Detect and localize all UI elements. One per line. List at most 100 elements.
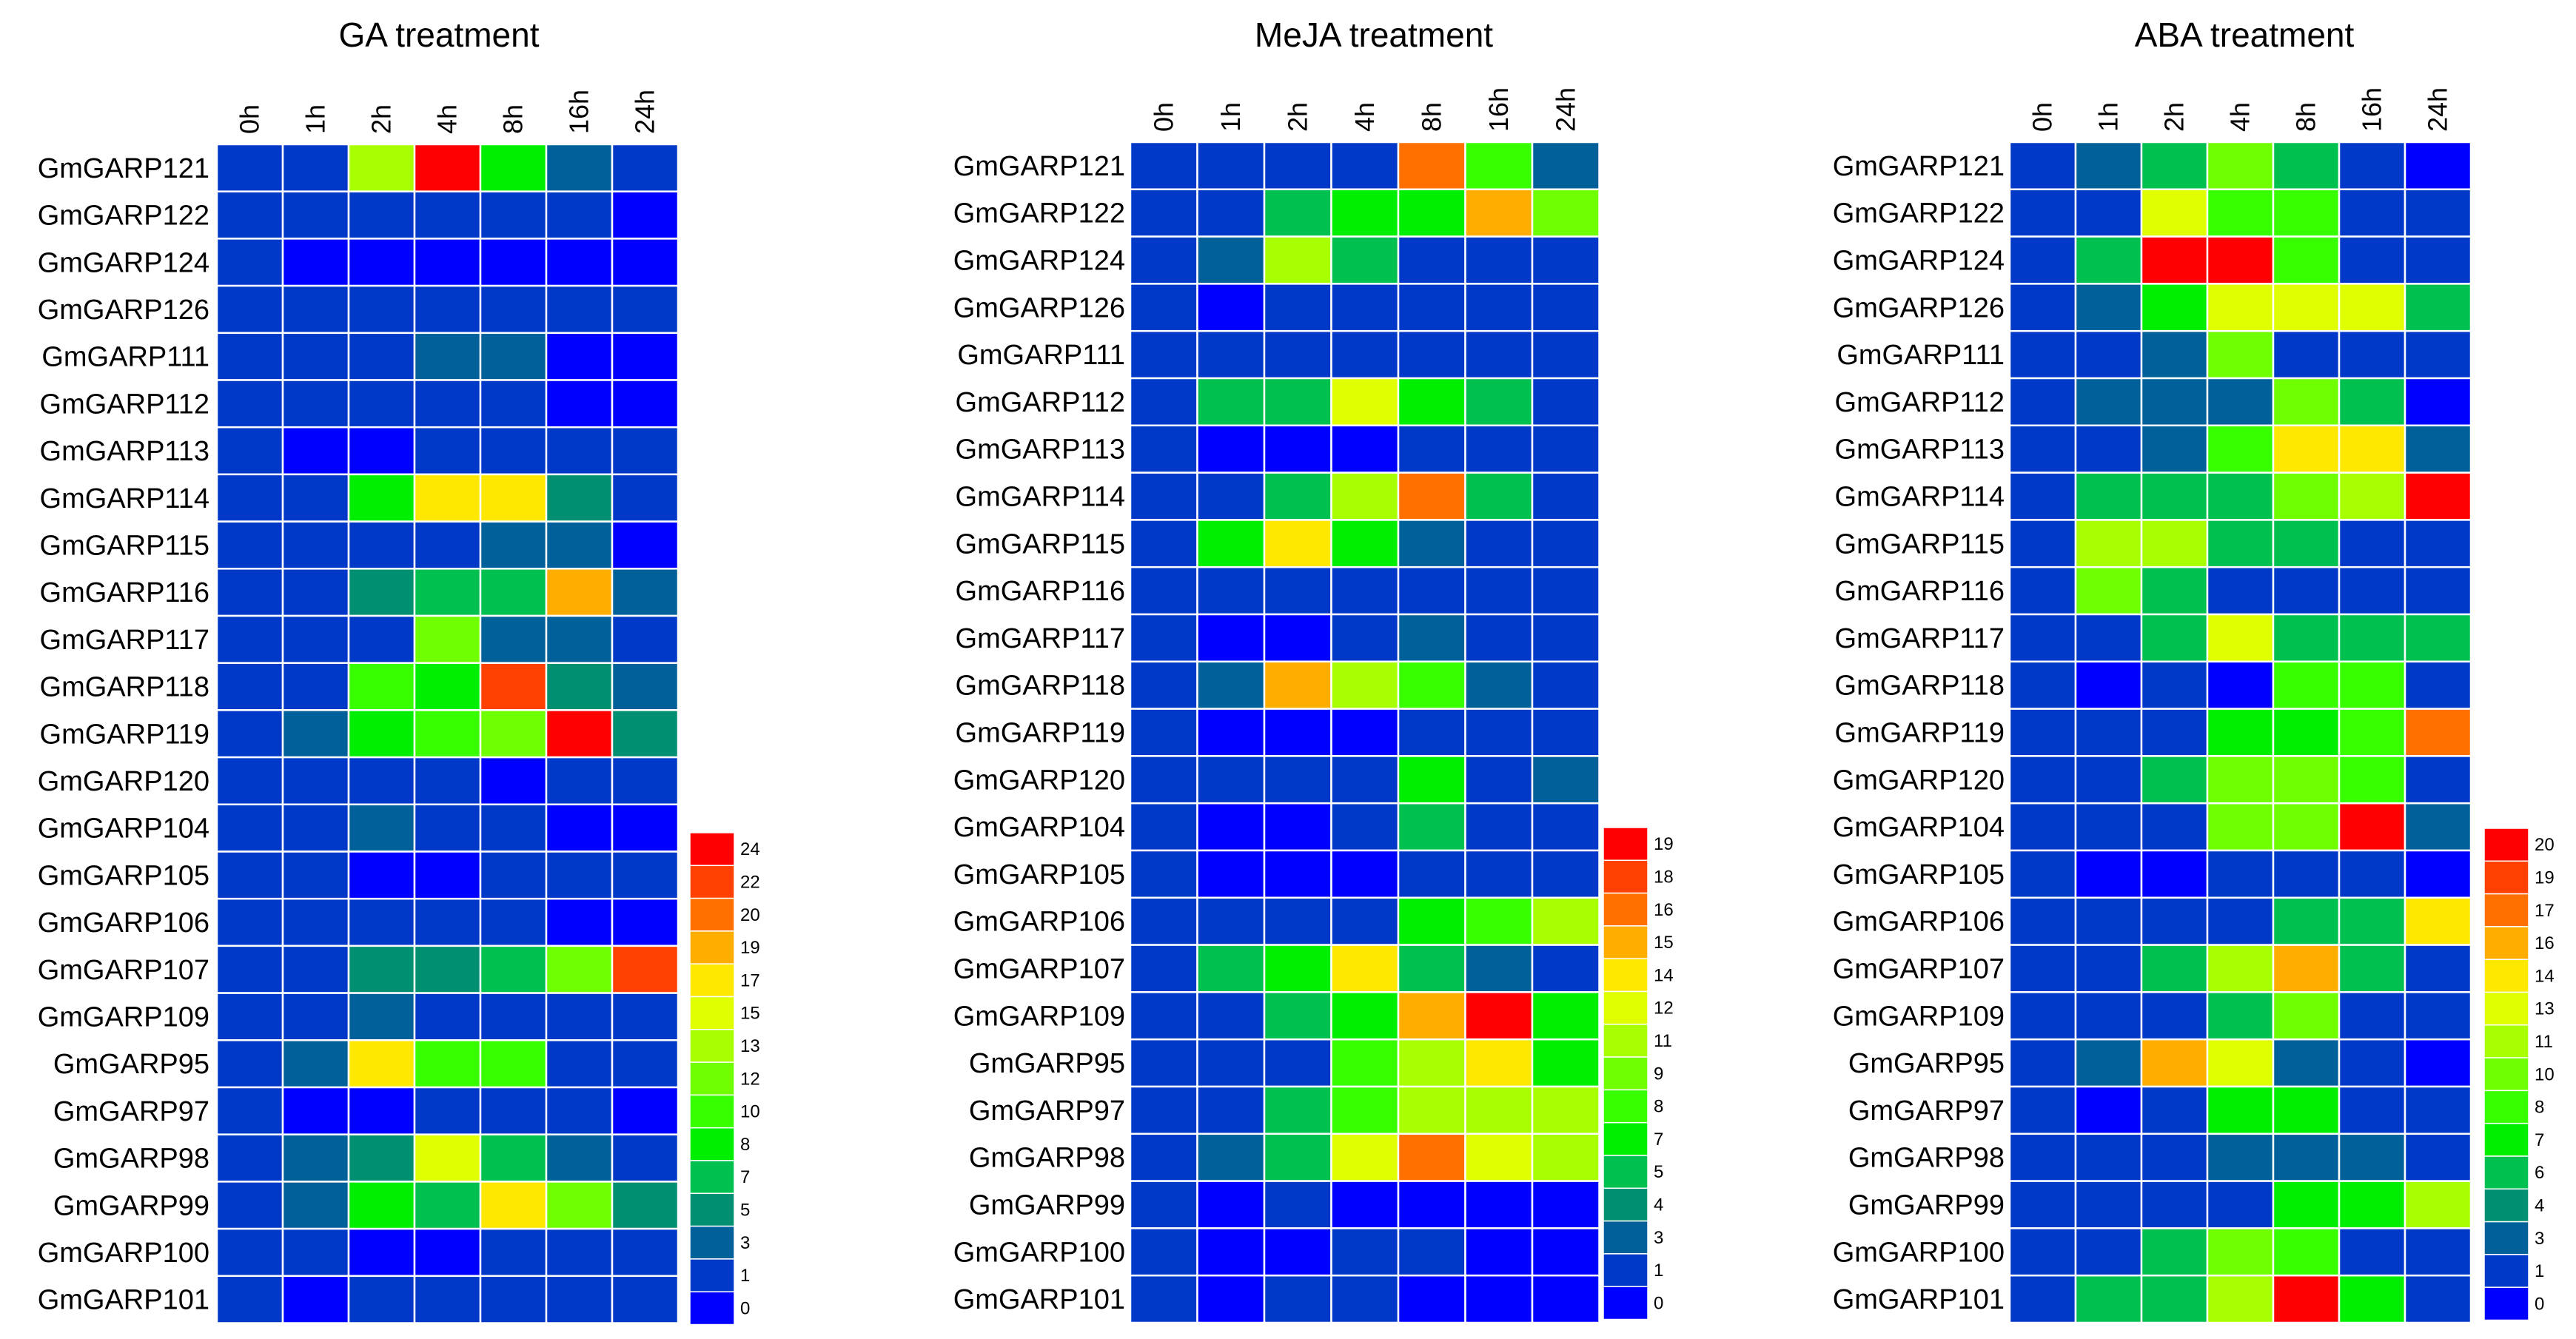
heatmap-cell bbox=[347, 709, 416, 759]
heatmap-cell bbox=[611, 1181, 680, 1230]
heatmap-cell bbox=[413, 614, 482, 664]
heatmap-cell bbox=[479, 992, 548, 1041]
heatmap-cell bbox=[2272, 1274, 2341, 1324]
legend-tick-label: 14 bbox=[2535, 966, 2555, 986]
heatmap-cell bbox=[413, 1133, 482, 1183]
legend-swatch bbox=[1603, 1220, 1648, 1255]
heatmap-cell bbox=[2008, 896, 2077, 946]
heatmap-cell bbox=[281, 1181, 350, 1230]
heatmap-cell bbox=[2404, 188, 2472, 238]
row-label-gmgarp121: GmGARP121 bbox=[38, 153, 209, 184]
heatmap-cell bbox=[1129, 849, 1198, 899]
heatmap-cell bbox=[2338, 329, 2406, 380]
legend-swatch bbox=[1603, 827, 1648, 862]
heatmap-cell bbox=[2272, 471, 2341, 521]
legend-swatch bbox=[689, 1029, 735, 1063]
legend-tick-label: 17 bbox=[740, 970, 760, 990]
heatmap-cell bbox=[2206, 660, 2275, 710]
heatmap-cell bbox=[1531, 1132, 1600, 1182]
heatmap-cell bbox=[2404, 235, 2472, 285]
legend-swatch bbox=[689, 1192, 735, 1227]
heatmap-cell bbox=[2140, 188, 2209, 238]
heatmap-cell bbox=[1464, 283, 1534, 332]
row-label-gmgarp109: GmGARP109 bbox=[953, 1001, 1125, 1032]
heatmap-cell bbox=[215, 379, 284, 429]
heatmap-cell bbox=[479, 709, 548, 759]
row-label-gmgarp120: GmGARP120 bbox=[1833, 765, 2005, 796]
heatmap-cell bbox=[2272, 1180, 2341, 1229]
legend-swatch bbox=[689, 1291, 735, 1326]
heatmap-cell bbox=[2074, 849, 2143, 899]
legend-tick-label: 7 bbox=[1654, 1130, 1663, 1150]
heatmap-cell bbox=[2140, 566, 2209, 616]
heatmap-cell bbox=[281, 520, 350, 570]
heatmap-cell bbox=[347, 1227, 416, 1278]
heatmap-cell bbox=[347, 520, 416, 570]
heatmap-cell bbox=[413, 1086, 482, 1135]
panel-title: MeJA treatment bbox=[1255, 16, 1493, 54]
row-label-gmgarp122: GmGARP122 bbox=[1833, 198, 2005, 229]
heatmap-cell bbox=[413, 143, 482, 192]
heatmap-cell bbox=[2206, 755, 2275, 805]
heatmap-cell bbox=[1531, 283, 1600, 332]
heatmap-cell bbox=[347, 803, 416, 853]
heatmap-cell bbox=[2338, 613, 2406, 663]
heatmap-cell bbox=[1464, 329, 1534, 380]
heatmap-cell bbox=[2272, 1085, 2341, 1135]
heatmap-cell bbox=[2074, 896, 2143, 946]
heatmap-cell bbox=[281, 614, 350, 664]
heatmap-cell bbox=[1129, 377, 1198, 427]
heatmap-cell bbox=[1330, 896, 1400, 946]
heatmap-cell bbox=[545, 379, 614, 429]
heatmap-cell bbox=[413, 1181, 482, 1230]
heatmap-cell bbox=[413, 850, 482, 900]
heatmap-cell bbox=[2272, 141, 2341, 191]
heatmap-cell bbox=[1330, 1180, 1400, 1229]
row-label-gmgarp118: GmGARP118 bbox=[1835, 671, 2005, 702]
heatmap-cell bbox=[1129, 991, 1198, 1041]
heatmap-cell bbox=[611, 1039, 680, 1089]
row-label-gmgarp117: GmGARP117 bbox=[956, 623, 1125, 654]
row-label-gmgarp105: GmGARP105 bbox=[953, 859, 1125, 890]
heatmap-cell bbox=[2206, 802, 2275, 852]
column-label-4h: 4h bbox=[2225, 102, 2255, 132]
heatmap-cell bbox=[479, 190, 548, 240]
heatmap-cell bbox=[2008, 566, 2077, 616]
heatmap-cell bbox=[2140, 1132, 2209, 1182]
row-label-gmgarp98: GmGARP98 bbox=[53, 1144, 209, 1175]
heatmap-cell bbox=[1196, 188, 1266, 238]
heatmap-cell bbox=[2404, 566, 2472, 616]
column-label-0h: 0h bbox=[1148, 102, 1178, 132]
heatmap-cell bbox=[1330, 1038, 1400, 1088]
legend-tick-label: 8 bbox=[740, 1135, 750, 1155]
column-label-1h: 1h bbox=[2093, 102, 2124, 132]
heatmap-cell bbox=[281, 850, 350, 900]
heatmap-cell bbox=[2140, 944, 2209, 993]
heatmap-cell bbox=[611, 944, 680, 994]
heatmap-cell bbox=[1129, 1038, 1198, 1088]
heatmap-cell bbox=[1196, 896, 1266, 946]
heatmap-cell bbox=[2008, 613, 2077, 663]
heatmap-cell bbox=[2008, 188, 2077, 238]
heatmap-cell bbox=[2272, 991, 2341, 1041]
legend-tick-label: 1 bbox=[740, 1266, 750, 1286]
heatmap-cell bbox=[1531, 471, 1600, 521]
heatmap-cell bbox=[2404, 377, 2472, 427]
heatmap-cell bbox=[2338, 896, 2406, 946]
legend-tick-label: 3 bbox=[2535, 1229, 2544, 1249]
heatmap-cell bbox=[413, 662, 482, 711]
heatmap-cell bbox=[479, 143, 548, 192]
heatmap-cell bbox=[413, 1227, 482, 1278]
heatmap-cell bbox=[2140, 1180, 2209, 1229]
legend-swatch bbox=[1603, 1286, 1648, 1320]
heatmap-cell bbox=[2338, 566, 2406, 616]
heatmap-cell bbox=[413, 897, 482, 947]
heatmap-cell bbox=[2272, 1132, 2341, 1182]
heatmap-cell bbox=[545, 143, 614, 192]
legend-tick-label: 5 bbox=[1654, 1162, 1663, 1182]
heatmap-cell bbox=[347, 1275, 416, 1324]
heatmap-cell bbox=[347, 897, 416, 947]
heatmap-cell bbox=[2140, 802, 2209, 852]
heatmap-cell bbox=[1397, 755, 1466, 805]
